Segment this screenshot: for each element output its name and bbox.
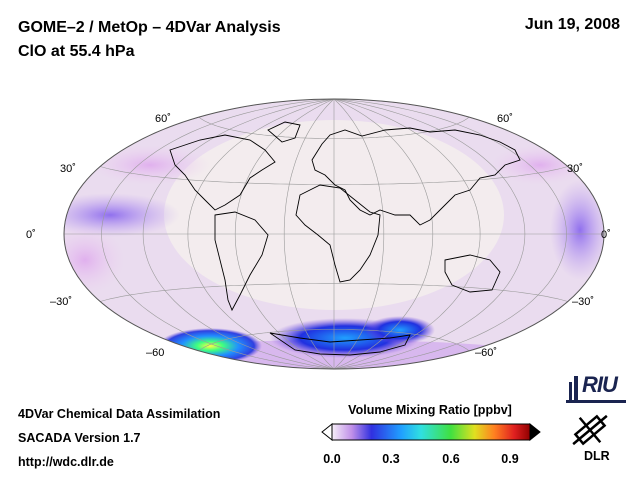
analysis-date: Jun 19, 2008: [524, 16, 620, 33]
colorbar-tick-0: 0.0: [323, 452, 341, 466]
colorbar-title: Volume Mixing Ratio [ppbv]: [348, 403, 512, 417]
dlr-logo-text: DLR: [584, 449, 610, 463]
map-title: GOME–2 / MetOp – 4DVar Analysis ClO at 5…: [18, 16, 281, 64]
map-border: [63, 98, 605, 370]
colorbar-tick-3: 0.9: [501, 452, 519, 466]
lat-label-left-m30: –30˚: [50, 296, 72, 308]
footer-line-1: 4DVar Chemical Data Assimilation: [18, 407, 221, 421]
colorbar-max-arrow: [529, 422, 541, 442]
lat-label-left-0: 0˚: [26, 229, 36, 241]
footer-info: 4DVar Chemical Data Assimilation SACADA …: [18, 402, 220, 474]
colorbar-min-arrow: [321, 422, 333, 442]
title-line-1: GOME–2 / MetOp – 4DVar Analysis: [18, 19, 281, 36]
graticule: [64, 99, 604, 369]
title-line-2: ClO at 55.4 hPa: [18, 43, 135, 60]
riu-logo-text: RIU: [582, 372, 618, 397]
map-field: [64, 99, 604, 369]
riu-logo-icon: [566, 376, 626, 403]
colorbar-tick-1: 0.3: [382, 452, 400, 466]
dlr-logo-icon: [572, 414, 608, 446]
world-map: 60˚ 30˚ 0˚ –30˚ –60 60˚ 30˚ 0˚ –30˚ –60˚: [26, 98, 611, 370]
parallel-line: [100, 283, 568, 302]
colorbar-tick-2: 0.6: [442, 452, 460, 466]
colorbar-gradient: [331, 423, 531, 441]
colorbar: [321, 422, 541, 442]
lat-label-right-0: 0˚: [601, 229, 611, 241]
lat-label-right-60: 60˚: [497, 113, 513, 125]
lat-label-right-m60: –60˚: [475, 347, 497, 359]
lat-label-left-60: 60˚: [155, 113, 171, 125]
lat-label-right-30: 30˚: [567, 163, 583, 175]
east-pacific-enhancement: [550, 180, 604, 280]
parallel-line: [198, 116, 470, 139]
coastlines: [169, 121, 521, 356]
footer-line-2: SACADA Version 1.7: [18, 431, 141, 445]
footer-line-3: http://wdc.dlr.de: [18, 455, 114, 469]
parallel-line: [198, 329, 470, 352]
lat-label-right-m30: –30˚: [572, 296, 594, 308]
lat-label-left-m60: –60: [146, 347, 164, 359]
lat-label-left-30: 30˚: [60, 163, 76, 175]
pacific-enhancement: [64, 193, 180, 237]
